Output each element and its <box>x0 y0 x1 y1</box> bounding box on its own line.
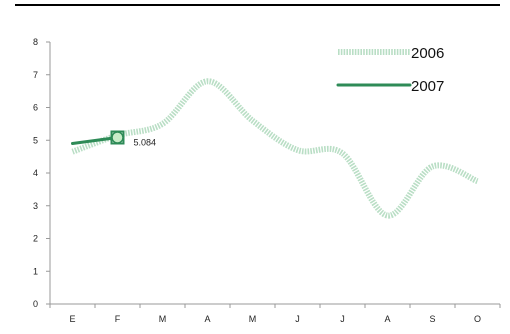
y-tick-label: 1 <box>33 266 38 276</box>
x-tick-label: A <box>384 314 390 324</box>
legend-label-2006: 2006 <box>411 45 444 62</box>
y-tick-label: 7 <box>33 70 38 80</box>
data-labels: 5.084 <box>134 137 157 147</box>
y-tick-label: 5 <box>33 135 38 145</box>
y-axis-ticks: 0 1 2 3 4 5 6 7 8 <box>33 37 50 309</box>
x-tick-label: M <box>159 314 167 324</box>
x-tick-label: F <box>115 314 121 324</box>
x-tick-label: J <box>340 314 345 324</box>
x-tick-label: M <box>249 314 257 324</box>
y-tick-label: 0 <box>33 299 38 309</box>
x-tick-label: S <box>429 314 435 324</box>
series-2006-line <box>71 78 479 219</box>
y-tick-label: 3 <box>33 201 38 211</box>
y-tick-label: 4 <box>33 168 38 178</box>
legend: 2006 2007 <box>336 45 444 95</box>
series-2007-line <box>71 135 119 146</box>
plot-area: 0 1 2 3 4 5 6 7 8 E F M A M J J A S O 5.084 <box>33 37 501 324</box>
y-tick-label: 2 <box>33 234 38 244</box>
legend-item-2007: 2007 <box>336 78 444 95</box>
x-tick-label: J <box>295 314 300 324</box>
series-layer <box>71 78 479 219</box>
legend-label-2007: 2007 <box>411 78 444 95</box>
x-tick-label: O <box>474 314 481 324</box>
y-tick-label: 6 <box>33 103 38 113</box>
legend-item-2006: 2006 <box>338 45 444 62</box>
y-tick-label: 8 <box>33 37 38 47</box>
series-2007-point <box>111 131 124 144</box>
x-tick-label: E <box>69 314 75 324</box>
x-tick-label: A <box>204 314 210 324</box>
data-label: 5.084 <box>134 137 157 147</box>
